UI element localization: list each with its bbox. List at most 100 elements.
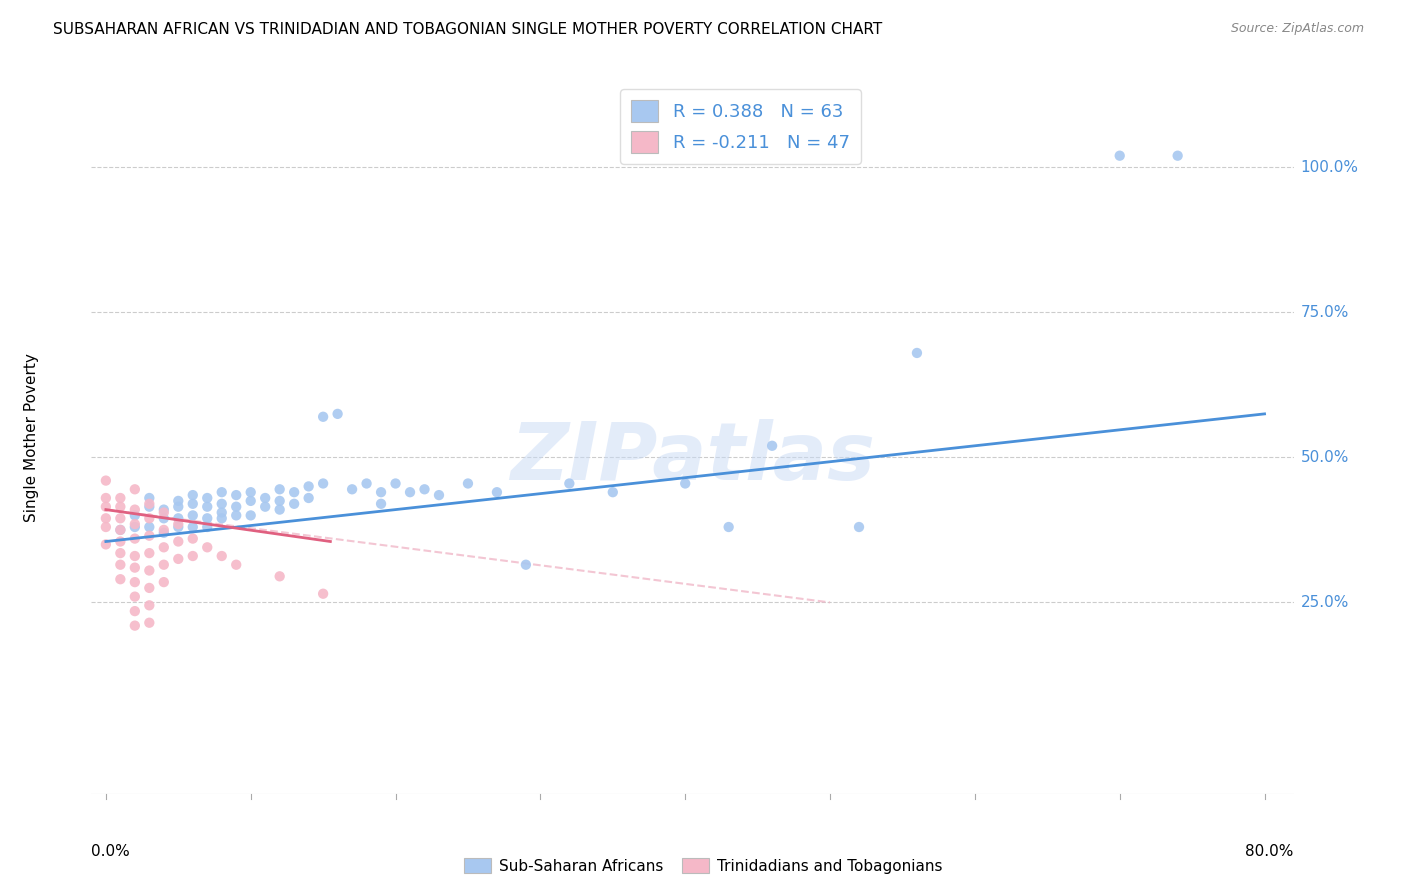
Point (138, 564, 160, 578)
Text: 50.0%: 50.0% (1301, 450, 1348, 465)
Point (153, 525, 176, 540)
Text: SUBSAHARAN AFRICAN VS TRINIDADIAN AND TOBAGONIAN SINGLE MOTHER POVERTY CORRELATI: SUBSAHARAN AFRICAN VS TRINIDADIAN AND TO… (53, 22, 883, 37)
Point (211, 485, 233, 500)
Point (124, 575, 146, 590)
Point (181, 549, 204, 563)
Point (110, 523, 132, 537)
Point (124, 520, 146, 534)
Point (153, 511, 176, 525)
Point (283, 485, 305, 500)
Point (138, 529, 160, 543)
Text: 25.0%: 25.0% (1301, 595, 1348, 610)
Point (124, 560, 146, 574)
Point (298, 491, 321, 505)
Point (269, 502, 291, 516)
Point (110, 546, 132, 560)
Point (138, 500, 160, 514)
Point (124, 549, 146, 563)
Point (167, 511, 190, 525)
Text: 75.0%: 75.0% (1301, 305, 1348, 320)
Point (167, 494, 190, 508)
Point (124, 483, 146, 497)
Point (94, 537, 117, 551)
Text: 0.0%: 0.0% (91, 844, 131, 859)
Point (254, 500, 277, 514)
Text: 80.0%: 80.0% (1246, 844, 1294, 859)
Point (181, 488, 204, 502)
Point (124, 618, 146, 632)
Point (153, 506, 176, 520)
Point (153, 523, 176, 537)
Point (370, 497, 392, 511)
Point (326, 407, 349, 421)
Point (269, 483, 291, 497)
Point (138, 511, 160, 525)
Point (167, 517, 190, 532)
Legend: Sub-Saharan Africans, Trinidadians and Tobagonians: Sub-Saharan Africans, Trinidadians and T… (457, 852, 949, 880)
Point (312, 409, 335, 424)
Point (167, 552, 190, 566)
Point (195, 500, 218, 514)
Point (269, 494, 291, 508)
Point (153, 575, 176, 590)
Point (138, 491, 160, 505)
Point (110, 558, 132, 572)
Point (312, 476, 335, 491)
Point (124, 517, 146, 532)
Point (138, 581, 160, 595)
Point (195, 541, 218, 555)
Point (717, 520, 740, 534)
Point (124, 532, 146, 546)
Point (558, 476, 581, 491)
Text: ZIPatlas: ZIPatlas (510, 419, 875, 498)
Point (94, 474, 117, 488)
Point (94, 511, 117, 525)
Text: Single Mother Poverty: Single Mother Poverty (24, 352, 39, 522)
Point (124, 590, 146, 604)
Point (195, 511, 218, 525)
Point (138, 497, 160, 511)
Point (110, 572, 132, 586)
Point (153, 558, 176, 572)
Point (138, 599, 160, 613)
Point (399, 485, 422, 500)
Point (181, 520, 204, 534)
Point (124, 508, 146, 523)
Point (195, 491, 218, 505)
Point (211, 497, 233, 511)
Point (110, 523, 132, 537)
Point (211, 511, 233, 525)
Point (138, 615, 160, 630)
Point (94, 520, 117, 534)
Point (167, 534, 190, 549)
Point (225, 500, 247, 514)
Point (356, 476, 378, 491)
Point (138, 546, 160, 560)
Point (124, 502, 146, 516)
Point (370, 485, 392, 500)
Point (225, 558, 247, 572)
Point (340, 483, 363, 497)
Point (225, 488, 247, 502)
Point (124, 604, 146, 618)
Point (457, 476, 479, 491)
Point (905, 346, 928, 360)
Point (94, 500, 117, 514)
Legend: R = 0.388   N = 63, R = -0.211   N = 47: R = 0.388 N = 63, R = -0.211 N = 47 (620, 89, 860, 164)
Point (239, 485, 262, 500)
Point (761, 439, 783, 453)
Point (269, 569, 291, 583)
Point (110, 534, 132, 549)
Point (225, 508, 247, 523)
Point (602, 485, 624, 500)
Point (283, 497, 305, 511)
Point (110, 500, 132, 514)
Point (181, 497, 204, 511)
Point (673, 476, 696, 491)
Text: 100.0%: 100.0% (1301, 160, 1358, 175)
Point (312, 587, 335, 601)
Point (239, 508, 262, 523)
Point (167, 520, 190, 534)
Point (167, 500, 190, 514)
Point (195, 520, 218, 534)
